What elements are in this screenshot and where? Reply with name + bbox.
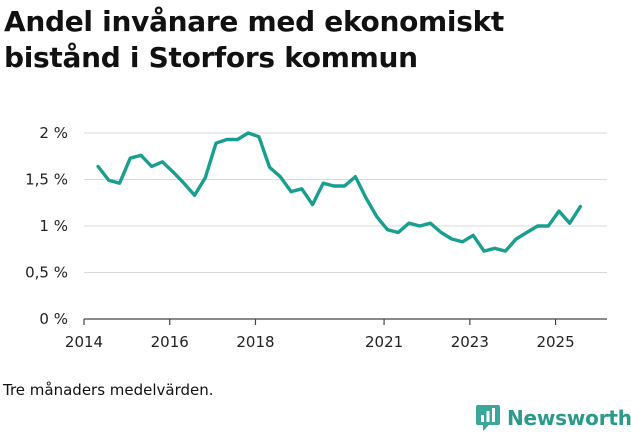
- y-tick-label: 1,5 %: [25, 171, 68, 189]
- data-point-26: [375, 215, 378, 218]
- y-tick-label: 0,5 %: [25, 264, 68, 282]
- x-tick-label: 2018: [236, 333, 274, 351]
- newsworthy-logo-icon: [476, 405, 500, 431]
- data-point-41: [536, 224, 539, 228]
- data-point-20: [311, 203, 314, 206]
- x-tick-label: 2014: [65, 333, 103, 351]
- data-point-18: [289, 190, 293, 193]
- y-tick-label: 2 %: [39, 124, 68, 142]
- data-point-0: [96, 165, 100, 168]
- brand-name: Newsworthy: [507, 406, 631, 430]
- data-point-24: [354, 175, 357, 178]
- y-tick-label: 1 %: [39, 217, 68, 235]
- gridlines: [84, 132, 607, 320]
- data-point-7: [172, 170, 175, 174]
- data-point-45: [579, 205, 582, 208]
- data-point-25: [364, 196, 368, 200]
- x-tick-label: 2016: [151, 333, 189, 351]
- data-point-17: [279, 175, 282, 178]
- footnote: Tre månaders medelvärden.: [3, 381, 214, 399]
- data-point-15: [257, 135, 261, 138]
- data-point-31: [429, 222, 432, 225]
- data-point-5: [150, 165, 153, 168]
- line-chart: 0 % 0,5 % 1 % 1,5 % 2 % 2014 2016 2018 2021 2023…: [25, 124, 607, 351]
- data-point-10: [204, 176, 207, 179]
- data-point-16: [268, 166, 271, 169]
- x-tick-label: 2025: [536, 333, 574, 351]
- data-point-6: [161, 160, 164, 163]
- data-point-2: [118, 182, 121, 185]
- series-line-0: [96, 131, 583, 253]
- data-point-38: [504, 249, 507, 253]
- data-point-42: [547, 224, 550, 228]
- data-point-4: [139, 154, 143, 157]
- data-point-44: [568, 222, 571, 225]
- data-point-27: [386, 228, 389, 231]
- x-axis-ticks: 2014 2016 2018 2021 2023 2025: [65, 319, 575, 351]
- data-point-22: [332, 184, 336, 188]
- data-point-30: [418, 224, 421, 228]
- data-point-21: [322, 182, 325, 185]
- data-point-14: [247, 131, 250, 135]
- chart-title: Andel invånare med ekonomiskt bistånd i …: [4, 5, 505, 74]
- data-point-1: [107, 179, 111, 182]
- brand-logo: Newsworthy: [475, 404, 631, 432]
- data-point-9: [193, 194, 196, 197]
- data-point-3: [129, 156, 132, 160]
- data-point-19: [300, 187, 303, 190]
- data-point-36: [482, 249, 486, 253]
- data-point-29: [407, 222, 411, 225]
- data-point-12: [225, 138, 228, 141]
- data-point-13: [236, 138, 239, 141]
- data-point-23: [343, 184, 346, 188]
- data-point-37: [493, 247, 496, 250]
- data-point-39: [514, 237, 518, 241]
- data-point-28: [397, 231, 400, 234]
- data-point-8: [182, 182, 186, 185]
- data-point-35: [472, 234, 475, 237]
- y-axis-tick-labels: 0 % 0,5 % 1 % 1,5 % 2 %: [25, 124, 68, 328]
- data-point-43: [557, 209, 561, 213]
- y-tick-label: 0 %: [39, 310, 68, 328]
- x-tick-label: 2023: [451, 333, 489, 351]
- series-layer: [96, 131, 583, 253]
- data-point-40: [525, 231, 528, 234]
- data-point-34: [461, 240, 464, 243]
- data-point-32: [439, 231, 443, 234]
- data-point-33: [450, 237, 453, 241]
- data-point-11: [214, 142, 218, 145]
- x-tick-label: 2021: [365, 333, 403, 351]
